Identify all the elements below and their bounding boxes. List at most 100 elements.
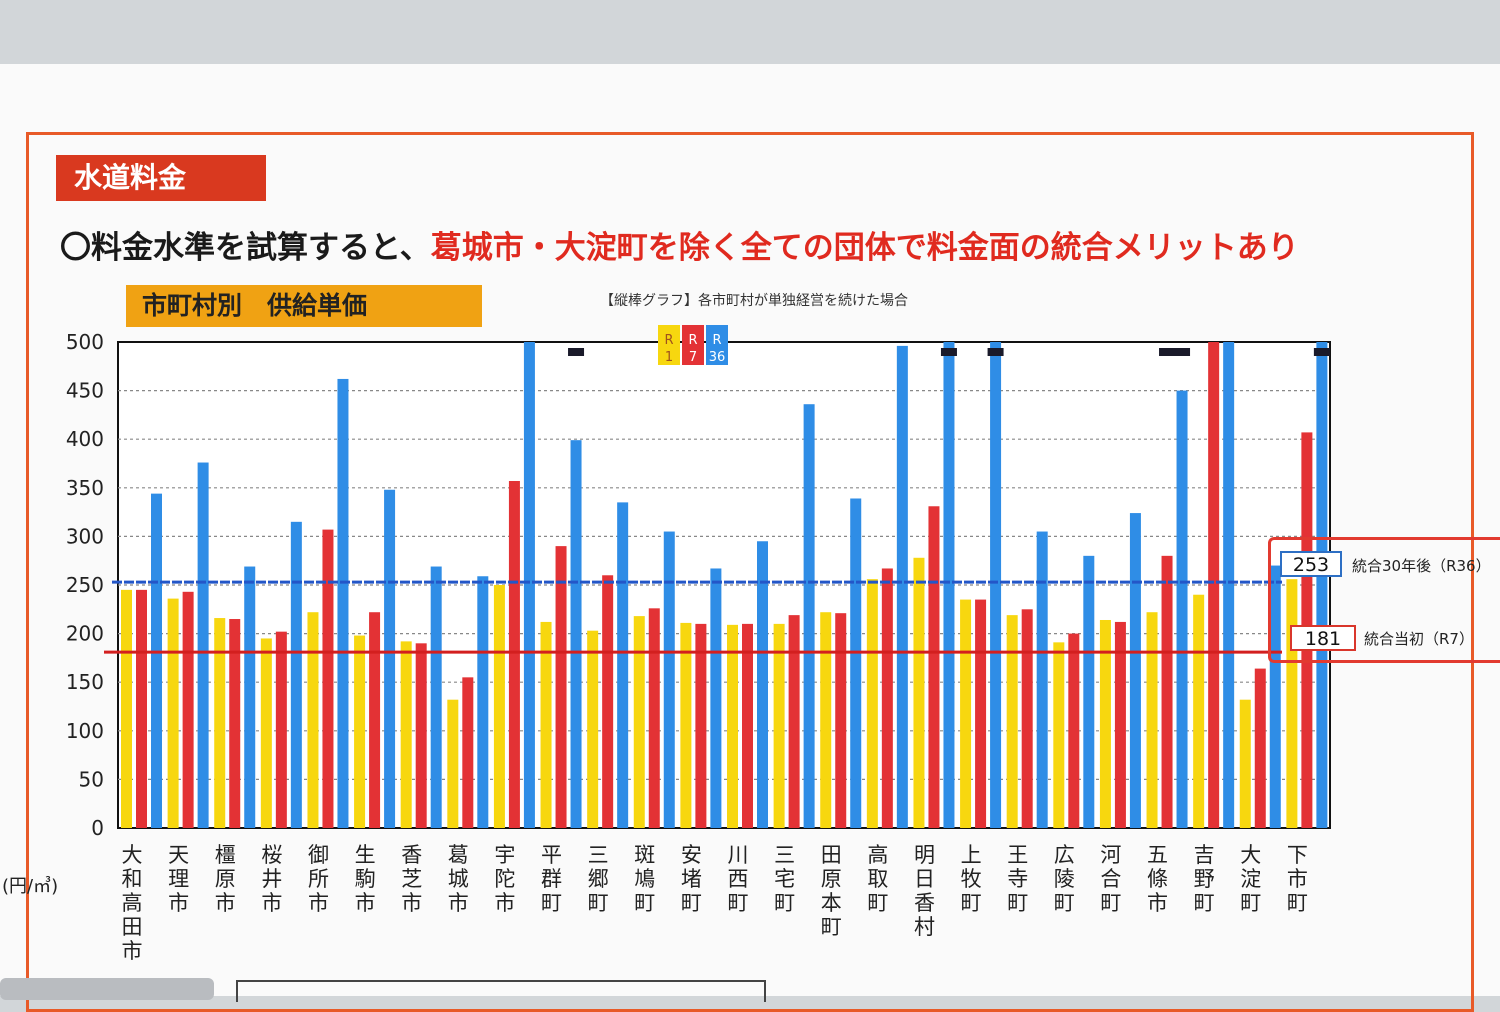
y-tick-label: 300 bbox=[66, 524, 104, 548]
legend-label: 1 bbox=[665, 350, 673, 365]
bar-r7 bbox=[1254, 668, 1266, 828]
bar-r36 bbox=[570, 440, 582, 828]
bar-r7 bbox=[508, 480, 520, 828]
x-tick-label: 生駒市 bbox=[355, 843, 376, 915]
y-tick-label: 400 bbox=[66, 427, 104, 451]
legend-label: 7 bbox=[689, 350, 697, 365]
section-title: 水道料金 bbox=[56, 155, 266, 201]
bar-r7 bbox=[555, 546, 567, 828]
bar-r7 bbox=[1161, 555, 1173, 828]
reference-label-r36: 統合30年後（R36） bbox=[1352, 557, 1491, 575]
bar-r36 bbox=[1129, 513, 1141, 828]
x-tick-label: 安堵町 bbox=[681, 843, 702, 915]
bar-r7 bbox=[182, 591, 194, 828]
bar-r1 bbox=[447, 699, 459, 828]
y-tick-label: 250 bbox=[66, 573, 104, 597]
y-axis-unit: (円/㎥) bbox=[2, 876, 59, 897]
x-tick-label: 平群町 bbox=[541, 843, 562, 915]
bar-r7 bbox=[136, 589, 147, 828]
bar-r36 bbox=[523, 342, 535, 828]
y-tick-label: 200 bbox=[66, 622, 104, 646]
bar-r36 bbox=[850, 498, 862, 828]
headline-red: 葛城市・大淀町を除く全ての団体で料金面の統合メリットあり bbox=[430, 230, 1299, 266]
x-tick-label: 田原本町 bbox=[821, 843, 842, 939]
x-tick-label: 大和高田市 bbox=[122, 843, 143, 963]
headline-plain: 〇料金水準を試算すると、 bbox=[60, 230, 431, 266]
bar-r7 bbox=[1208, 342, 1220, 828]
bar-r7 bbox=[415, 643, 427, 828]
legend-label: 36 bbox=[709, 350, 726, 365]
legend-swatch-r1 bbox=[658, 325, 680, 365]
overflow-marker bbox=[987, 348, 1004, 356]
x-tick-label: 橿原市 bbox=[215, 843, 236, 915]
footer-box bbox=[236, 980, 766, 1002]
y-tick-label: 500 bbox=[66, 330, 104, 354]
bar-r1 bbox=[354, 635, 366, 828]
x-tick-label: 吉野町 bbox=[1194, 843, 1215, 915]
bar-r1 bbox=[1146, 612, 1158, 828]
bar-r36 bbox=[1269, 565, 1281, 828]
bar-r1 bbox=[214, 618, 226, 828]
bar-r36 bbox=[151, 493, 162, 828]
reference-legend-box bbox=[1268, 537, 1500, 663]
bar-r7 bbox=[928, 506, 940, 828]
bar-r36 bbox=[290, 521, 302, 828]
bar-r36 bbox=[757, 541, 768, 828]
bar-r7 bbox=[695, 623, 707, 828]
x-tick-label: 川西町 bbox=[728, 843, 749, 915]
legend-label: R bbox=[688, 333, 697, 348]
overflow-marker bbox=[940, 348, 957, 356]
bar-r7 bbox=[975, 599, 987, 828]
bar-r1 bbox=[121, 589, 132, 828]
bar-r36 bbox=[803, 404, 815, 828]
bar-r36 bbox=[896, 345, 908, 828]
bar-r36 bbox=[663, 531, 675, 828]
x-tick-label: 桜井市 bbox=[261, 843, 282, 915]
x-tick-label: 上牧町 bbox=[961, 843, 982, 915]
legend-label: R bbox=[664, 333, 673, 348]
bar-r1 bbox=[540, 621, 552, 828]
x-tick-label: 香芝市 bbox=[401, 843, 422, 915]
y-tick-label: 450 bbox=[66, 379, 104, 403]
bar-r36 bbox=[1176, 390, 1188, 828]
y-tick-label: 350 bbox=[66, 476, 104, 500]
overflow-marker bbox=[1174, 348, 1191, 356]
legend-label: R bbox=[712, 333, 721, 348]
bar-r7 bbox=[648, 608, 660, 828]
bar-r7 bbox=[462, 677, 474, 828]
bar-r36 bbox=[990, 342, 1002, 828]
reference-value-r36: 253 bbox=[1280, 551, 1342, 577]
headline: 〇料金水準を試算すると、葛城市・大淀町を除く全ての団体で料金面の統合メリットあり bbox=[60, 222, 1299, 267]
bar-r1 bbox=[773, 623, 785, 828]
bar-r36 bbox=[430, 566, 442, 828]
bar-r1 bbox=[960, 599, 972, 828]
x-tick-label: 下市町 bbox=[1287, 843, 1308, 915]
x-tick-label: 御所市 bbox=[308, 843, 329, 915]
overflow-marker bbox=[1313, 348, 1330, 356]
x-tick-label: 五條市 bbox=[1147, 843, 1168, 915]
bar-r1 bbox=[913, 557, 925, 828]
y-tick-label: 0 bbox=[91, 816, 104, 840]
reference-value-r7: 181 bbox=[1290, 625, 1356, 651]
bar-r36 bbox=[337, 378, 349, 828]
chart-subtitle: 市町村別 供給単価 bbox=[126, 285, 482, 327]
bar-r36 bbox=[617, 502, 629, 828]
bar-r1 bbox=[400, 641, 412, 828]
bar-r1 bbox=[493, 585, 505, 828]
bar-r1 bbox=[307, 612, 319, 828]
bar-r7 bbox=[369, 612, 381, 828]
bar-r1 bbox=[587, 630, 599, 828]
bar-r1 bbox=[820, 612, 832, 828]
chart-caption: 【縦棒グラフ】各市町村が単独経営を続けた場合 bbox=[600, 293, 908, 309]
bar-r36 bbox=[477, 576, 489, 828]
reference-label-r7: 統合当初（R7） bbox=[1364, 630, 1474, 648]
x-tick-label: 王寺町 bbox=[1007, 843, 1028, 915]
bar-r1 bbox=[260, 638, 272, 828]
x-tick-label: 天理市 bbox=[168, 843, 189, 915]
bar-r36 bbox=[1036, 531, 1048, 828]
bar-r36 bbox=[1083, 555, 1095, 828]
bar-r7 bbox=[322, 529, 334, 828]
bar-r1 bbox=[633, 616, 645, 828]
bar-r7 bbox=[229, 619, 241, 828]
